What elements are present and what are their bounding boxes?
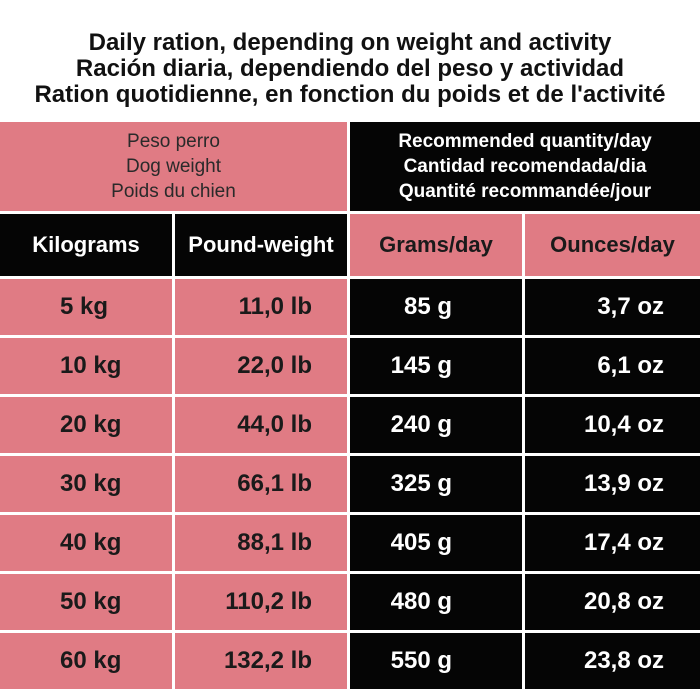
- group-header-row: Peso perro Dog weight Poids du chien Rec…: [0, 122, 700, 214]
- cell-pounds: 132,2 lb: [175, 633, 350, 692]
- cell-ounces: 10,4 oz: [525, 397, 700, 456]
- cell-kilograms: 10 kg: [0, 338, 175, 397]
- cell-kilograms: 60 kg: [0, 633, 175, 692]
- column-header-row: Kilograms Pound-weight Grams/day Ounces/…: [0, 214, 700, 279]
- title-block: Daily ration, depending on weight and ac…: [0, 0, 700, 122]
- recommended-quantity-header: Recommended quantity/day Cantidad recome…: [350, 122, 700, 214]
- recommended-label-fr: Quantité recommandée/jour: [398, 181, 652, 202]
- table-row: 20 kg 44,0 lb 240 g 10,4 oz: [0, 397, 700, 456]
- cell-pounds: 11,0 lb: [175, 279, 350, 338]
- table-row: 5 kg 11,0 lb 85 g 3,7 oz: [0, 279, 700, 338]
- recommended-label-es: Cantidad recomendada/dia: [403, 156, 647, 177]
- cell-pounds: 110,2 lb: [175, 574, 350, 633]
- cell-grams: 325 g: [350, 456, 525, 515]
- cell-ounces: 3,7 oz: [525, 279, 700, 338]
- cell-pounds: 66,1 lb: [175, 456, 350, 515]
- column-header-grams: Grams/day: [350, 214, 525, 279]
- cell-ounces: 20,8 oz: [525, 574, 700, 633]
- cell-ounces: 13,9 oz: [525, 456, 700, 515]
- cell-grams: 85 g: [350, 279, 525, 338]
- cell-ounces: 17,4 oz: [525, 515, 700, 574]
- cell-grams: 405 g: [350, 515, 525, 574]
- cell-kilograms: 40 kg: [0, 515, 175, 574]
- dog-weight-label-en: Dog weight: [125, 156, 222, 177]
- title-french: Ration quotidienne, en fonction du poids…: [34, 81, 666, 108]
- recommended-label-en: Recommended quantity/day: [398, 131, 652, 152]
- cell-grams: 145 g: [350, 338, 525, 397]
- cell-ounces: 23,8 oz: [525, 633, 700, 692]
- cell-pounds: 88,1 lb: [175, 515, 350, 574]
- title-english: Daily ration, depending on weight and ac…: [88, 29, 612, 56]
- column-header-ounces: Ounces/day: [525, 214, 700, 279]
- table-row: 60 kg 132,2 lb 550 g 23,8 oz: [0, 633, 700, 692]
- ration-table: Peso perro Dog weight Poids du chien Rec…: [0, 122, 700, 692]
- cell-pounds: 22,0 lb: [175, 338, 350, 397]
- cell-pounds: 44,0 lb: [175, 397, 350, 456]
- cell-kilograms: 50 kg: [0, 574, 175, 633]
- table-row: 30 kg 66,1 lb 325 g 13,9 oz: [0, 456, 700, 515]
- column-header-kilograms: Kilograms: [0, 214, 175, 279]
- table-row: 10 kg 22,0 lb 145 g 6,1 oz: [0, 338, 700, 397]
- cell-kilograms: 20 kg: [0, 397, 175, 456]
- column-header-pounds: Pound-weight: [175, 214, 350, 279]
- cell-kilograms: 30 kg: [0, 456, 175, 515]
- dog-weight-header: Peso perro Dog weight Poids du chien: [0, 122, 350, 214]
- table-row: 50 kg 110,2 lb 480 g 20,8 oz: [0, 574, 700, 633]
- dog-weight-label-es: Peso perro: [127, 131, 220, 152]
- cell-kilograms: 5 kg: [0, 279, 175, 338]
- cell-grams: 480 g: [350, 574, 525, 633]
- dog-weight-label-fr: Poids du chien: [111, 181, 236, 202]
- cell-grams: 240 g: [350, 397, 525, 456]
- title-spanish: Ración diaria, dependiendo del peso y ac…: [75, 55, 625, 82]
- cell-ounces: 6,1 oz: [525, 338, 700, 397]
- cell-grams: 550 g: [350, 633, 525, 692]
- table-row: 40 kg 88,1 lb 405 g 17,4 oz: [0, 515, 700, 574]
